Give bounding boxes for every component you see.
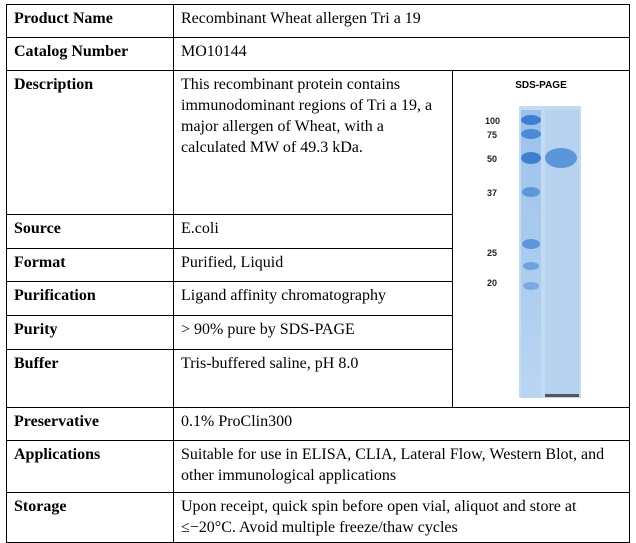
row-purity: Purity > 90% pure by SDS-PAGE <box>6 314 630 351</box>
row-catalog-number: Catalog Number MO10144 <box>6 37 630 71</box>
label-description: Description <box>6 70 174 215</box>
marker-label-25: 25 <box>487 248 497 258</box>
value-source: E.coli <box>173 213 453 249</box>
label-purification: Purification <box>6 280 174 316</box>
row-product-name: Product Name Recombinant Wheat allergen … <box>6 4 630 38</box>
row-applications: Applications Suitable for use in ELISA, … <box>6 440 630 493</box>
sample-band <box>545 148 577 168</box>
marker-band-100 <box>521 115 541 125</box>
marker-label-100: 100 <box>485 116 500 126</box>
value-purification: Ligand affinity chromatography <box>173 280 453 316</box>
row-format: Format Purified, Liquid <box>6 247 630 282</box>
label-storage: Storage <box>6 492 174 543</box>
sds-page-title: SDS-PAGE <box>515 80 567 91</box>
label-format: Format <box>6 247 174 282</box>
value-product-name: Recombinant Wheat allergen Tri a 19 <box>173 4 630 38</box>
marker-label-37: 37 <box>487 188 497 198</box>
row-preservative: Preservative 0.1% ProClin300 <box>6 407 630 441</box>
value-storage: Upon receipt, quick spin before open via… <box>173 492 630 543</box>
label-buffer: Buffer <box>6 349 174 408</box>
row-buffer: Buffer Tris-buffered saline, pH 8.0 <box>6 349 630 408</box>
value-buffer: Tris-buffered saline, pH 8.0 <box>173 349 453 408</box>
product-spec-table: Product Name Recombinant Wheat allergen … <box>6 4 630 543</box>
label-purity: Purity <box>6 314 174 351</box>
value-applications: Suitable for use in ELISA, CLIA, Lateral… <box>173 440 630 493</box>
sds-page-gel-image: 100 75 50 37 25 20 <box>485 106 581 398</box>
sds-page-figure: SDS-PAGE <box>452 70 630 408</box>
row-source: Source E.coli <box>6 213 630 249</box>
value-catalog-number: MO10144 <box>173 37 630 71</box>
label-applications: Applications <box>6 440 174 493</box>
marker-band-37 <box>522 187 540 197</box>
marker-band-20 <box>523 262 539 270</box>
marker-label-50: 50 <box>487 154 497 164</box>
label-catalog-number: Catalog Number <box>6 37 174 71</box>
marker-label-20: 20 <box>487 278 497 288</box>
marker-band-low <box>523 282 539 290</box>
label-source: Source <box>6 213 174 249</box>
gel-bottom-edge <box>545 394 579 397</box>
marker-band-75 <box>521 129 541 139</box>
marker-lane <box>521 110 541 398</box>
marker-band-50 <box>521 152 541 164</box>
label-product-name: Product Name <box>6 4 174 38</box>
marker-band-25 <box>522 239 540 249</box>
value-format: Purified, Liquid <box>173 247 453 282</box>
row-storage: Storage Upon receipt, quick spin before … <box>6 492 630 543</box>
marker-label-75: 75 <box>487 130 497 140</box>
label-preservative: Preservative <box>6 407 174 441</box>
value-description: This recombinant protein contains immuno… <box>173 70 453 215</box>
row-purification: Purification Ligand affinity chromatogra… <box>6 280 630 316</box>
value-preservative: 0.1% ProClin300 <box>173 407 630 441</box>
row-description: Description This recombinant protein con… <box>6 70 630 408</box>
value-purity: > 90% pure by SDS-PAGE <box>173 314 453 351</box>
